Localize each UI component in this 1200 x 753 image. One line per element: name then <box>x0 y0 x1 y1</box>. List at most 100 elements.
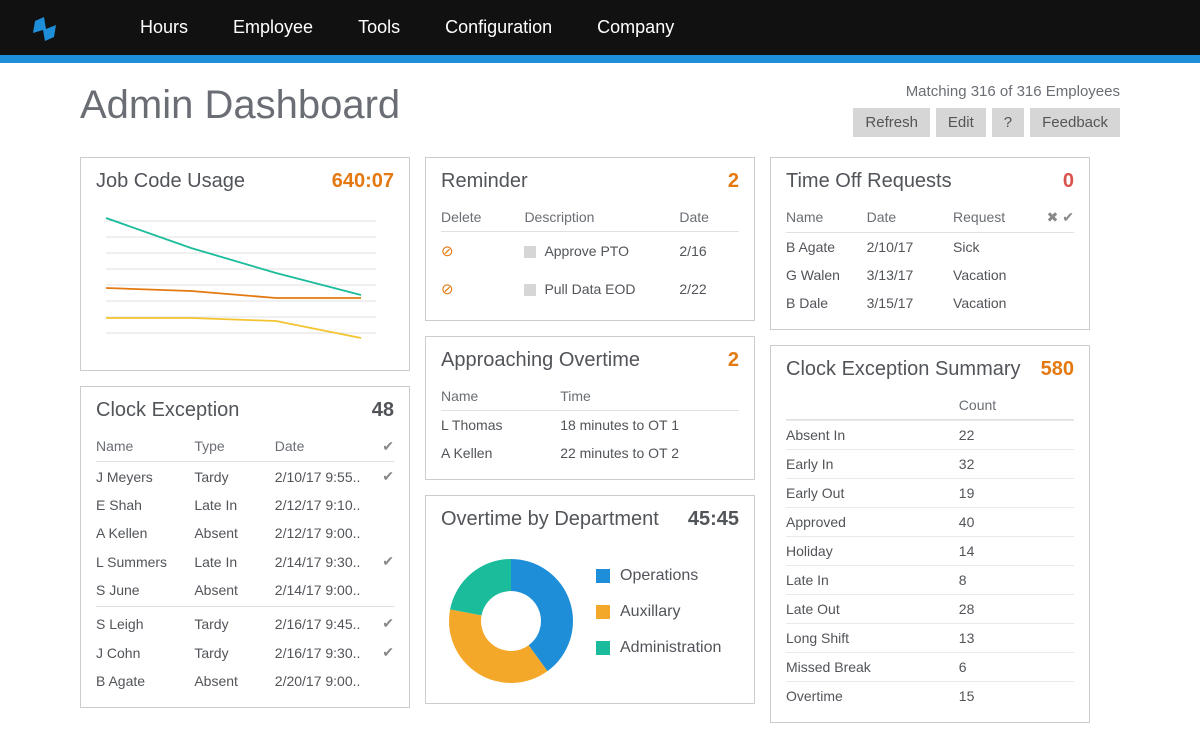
summary-row[interactable]: Late Out28 <box>786 594 1074 623</box>
cell-label: Missed Break <box>786 659 959 675</box>
cell-type: Late In <box>194 497 274 513</box>
overtime-row[interactable]: L Thomas18 minutes to OT 1 <box>441 411 739 439</box>
cell-date: 2/16/17 9:30.. <box>275 645 370 661</box>
accent-bar <box>0 55 1200 63</box>
nav-item-employee[interactable]: Employee <box>233 17 313 38</box>
check-icon[interactable]: ✔ <box>370 615 394 632</box>
logo-icon <box>30 13 60 43</box>
cell-label: Early In <box>786 456 959 472</box>
col-header: Name <box>441 388 560 404</box>
cell-name: E Shah <box>96 497 194 513</box>
header-buttons: RefreshEdit?Feedback <box>853 108 1120 137</box>
nav-item-tools[interactable]: Tools <box>358 17 400 38</box>
summary-row[interactable]: Early In32 <box>786 449 1074 478</box>
nav-item-configuration[interactable]: Configuration <box>445 17 552 38</box>
cell-time: 22 minutes to OT 2 <box>560 445 739 461</box>
summary-row[interactable]: Long Shift13 <box>786 623 1074 652</box>
cell-request: Sick <box>953 239 1074 255</box>
summary-row[interactable]: Absent In22 <box>786 420 1074 449</box>
card-value: 2 <box>728 349 739 372</box>
clock-exception-row[interactable]: E ShahLate In2/12/17 9:10.. <box>96 491 394 519</box>
col-header: Description <box>524 209 679 225</box>
check-icon[interactable]: ✔ <box>370 553 394 570</box>
time-off-row[interactable]: B Dale3/15/17Vacation <box>786 289 1074 317</box>
page-title: Admin Dashboard <box>80 83 400 128</box>
clock-exception-row[interactable]: L SummersLate In2/14/17 9:30..✔ <box>96 547 394 576</box>
cell-request: Vacation <box>953 295 1074 311</box>
clock-exception-row[interactable]: J CohnTardy2/16/17 9:30..✔ <box>96 638 394 667</box>
cell-count: 19 <box>959 485 1074 501</box>
reminder-card: Reminder 2 Delete Description Date ⊘Appr… <box>425 157 755 321</box>
cell-name: B Dale <box>786 295 867 311</box>
cell-type: Tardy <box>194 469 274 485</box>
delete-icon[interactable]: ⊘ <box>441 280 524 298</box>
nav-item-company[interactable]: Company <box>597 17 674 38</box>
cell-date: 2/16/17 9:45.. <box>275 616 370 632</box>
check-icon[interactable]: ✔ <box>370 468 394 485</box>
cell-label: Holiday <box>786 543 959 559</box>
refresh-button[interactable]: Refresh <box>853 108 930 137</box>
card-title: Clock Exception <box>96 399 239 422</box>
summary-row[interactable]: Late In8 <box>786 565 1074 594</box>
top-nav-bar: Hours Employee Tools Configuration Company <box>0 0 1200 55</box>
nav-item-hours[interactable]: Hours <box>140 17 188 38</box>
reminder-row[interactable]: ⊘Approve PTO2/16 <box>441 232 739 270</box>
cell-time: 18 minutes to OT 1 <box>560 417 739 433</box>
feedback-button[interactable]: Feedback <box>1030 108 1120 137</box>
check-icon[interactable]: ✔ <box>370 644 394 661</box>
legend-swatch <box>596 569 610 583</box>
checkbox-icon[interactable] <box>524 246 536 258</box>
job-code-usage-card: Job Code Usage 640:07 <box>80 157 410 371</box>
clock-exception-row[interactable]: S JuneAbsent2/14/17 9:00.. <box>96 576 394 604</box>
clock-exception-row[interactable]: J MeyersTardy2/10/17 9:55..✔ <box>96 462 394 491</box>
col-header: Date <box>679 209 739 225</box>
card-title: Approaching Overtime <box>441 349 640 372</box>
cell-date: 2/10/17 <box>867 239 953 255</box>
time-off-row[interactable]: G Walen3/13/17Vacation <box>786 261 1074 289</box>
card-value: 48 <box>372 399 394 422</box>
cell-type: Absent <box>194 525 274 541</box>
cell-label: Overtime <box>786 688 959 704</box>
legend-item: Operations <box>596 567 721 585</box>
cell-date: 2/12/17 9:10.. <box>275 497 370 513</box>
cell-date: 2/10/17 9:55.. <box>275 469 370 485</box>
summary-row[interactable]: Early Out19 <box>786 478 1074 507</box>
overtime-row[interactable]: A Kellen22 minutes to OT 2 <box>441 439 739 467</box>
cell-count: 14 <box>959 543 1074 559</box>
clock-exception-row[interactable]: B AgateAbsent2/20/17 9:00.. <box>96 667 394 695</box>
clock-exception-row[interactable]: A KellenAbsent2/12/17 9:00.. <box>96 519 394 547</box>
cell-name: J Meyers <box>96 469 194 485</box>
summary-row[interactable]: Holiday14 <box>786 536 1074 565</box>
cell-date: 3/13/17 <box>867 267 953 283</box>
delete-icon[interactable]: ⊘ <box>441 242 524 260</box>
matching-count: Matching 316 of 316 Employees <box>853 83 1120 100</box>
cell-desc: Approve PTO <box>524 243 679 259</box>
summary-row[interactable]: Overtime15 <box>786 681 1074 710</box>
time-off-row[interactable]: B Agate2/10/17Sick <box>786 233 1074 261</box>
col-header: Count <box>959 397 1074 413</box>
checkbox-icon[interactable] <box>524 284 536 296</box>
main-nav: Hours Employee Tools Configuration Company <box>140 17 674 38</box>
clock-exception-summary-card: Clock Exception Summary 580 Count Absent… <box>770 345 1090 723</box>
help-button[interactable]: ? <box>992 108 1024 137</box>
col-header: Date <box>275 438 370 455</box>
cell-name: A Kellen <box>96 525 194 541</box>
cell-type: Tardy <box>194 645 274 661</box>
card-value: 640:07 <box>332 170 394 193</box>
edit-button[interactable]: Edit <box>936 108 986 137</box>
approve-deny-icons[interactable]: ✖ ✔ <box>1034 209 1074 226</box>
cell-name: S Leigh <box>96 616 194 632</box>
summary-row[interactable]: Approved40 <box>786 507 1074 536</box>
cell-date: 3/15/17 <box>867 295 953 311</box>
clock-exception-row[interactable]: S LeighTardy2/16/17 9:45..✔ <box>96 609 394 638</box>
summary-row[interactable]: Missed Break6 <box>786 652 1074 681</box>
cell-count: 6 <box>959 659 1074 675</box>
cell-count: 40 <box>959 514 1074 530</box>
cell-label: Early Out <box>786 485 959 501</box>
card-title: Reminder <box>441 170 528 193</box>
reminder-row[interactable]: ⊘Pull Data EOD2/22 <box>441 270 739 308</box>
legend-swatch <box>596 641 610 655</box>
legend-item: Auxillary <box>596 603 721 621</box>
cell-count: 13 <box>959 630 1074 646</box>
cell-count: 28 <box>959 601 1074 617</box>
